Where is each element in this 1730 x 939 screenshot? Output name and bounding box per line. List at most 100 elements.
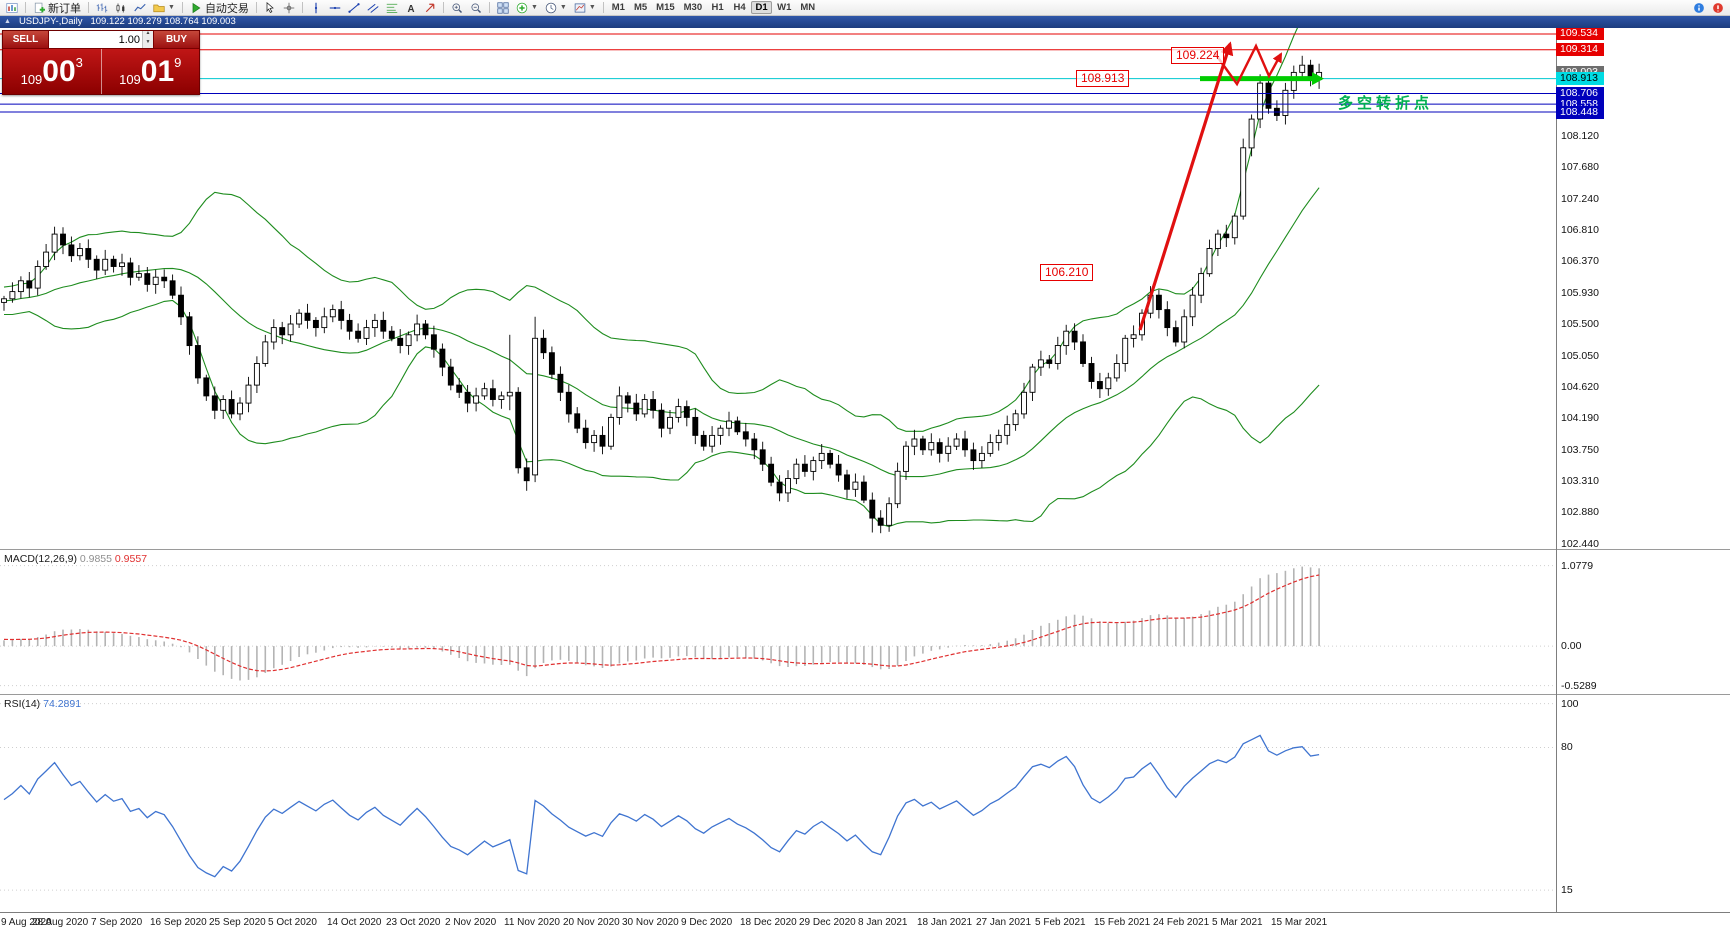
autotrading-button[interactable]: 自动交易 — [187, 1, 252, 15]
price-level-label: 108.448 — [1556, 106, 1604, 119]
price-annotation-106210[interactable]: 106.210 — [1040, 264, 1094, 281]
bar-chart-icon — [96, 2, 108, 14]
indicators-button[interactable]: ▼ — [513, 1, 541, 15]
turning-point-text[interactable]: 多空转折点 — [1338, 95, 1434, 112]
price-annotation-108913[interactable]: 108.913 — [1076, 70, 1130, 87]
price-tick-label: 108.120 — [1561, 130, 1599, 142]
chart-symbol-label: USDJPY-,Daily — [18, 16, 83, 27]
price-level-label: 109.314 — [1556, 43, 1604, 56]
timeframe-H1-button[interactable]: H1 — [711, 2, 724, 13]
candlestick-chart-icon — [115, 2, 127, 14]
app-chart-icon — [6, 2, 18, 14]
buy-price-button[interactable]: 109 01 9 — [102, 49, 200, 94]
sell-button[interactable]: SELL — [3, 31, 49, 48]
price-tick-label: 105.930 — [1561, 287, 1599, 299]
date-label: 20 Nov 2020 — [563, 917, 620, 928]
toolbar-separator — [25, 2, 26, 13]
periods-icon — [545, 2, 557, 14]
crosshair-icon — [283, 2, 295, 14]
sell-price-button[interactable]: 109 00 3 — [3, 49, 102, 94]
zoom-out-button[interactable] — [467, 1, 485, 15]
templates-icon — [574, 2, 586, 14]
volume-up-icon[interactable]: ▲ — [143, 31, 153, 40]
date-label: 24 Feb 2021 — [1153, 917, 1210, 928]
toolbar-separator — [442, 2, 444, 13]
price-level-label: 108.913 — [1556, 72, 1604, 85]
autotrading-label: 自动交易 — [204, 2, 249, 15]
app-chart-button[interactable] — [3, 1, 21, 15]
toolbar-separator — [255, 2, 257, 13]
timeframe-H4-button[interactable]: H4 — [733, 2, 746, 13]
chart-title-bar[interactable]: ▲ USDJPY-,Daily 109.122 109.279 108.764 … — [0, 16, 1730, 28]
date-label: 23 Oct 2020 — [386, 917, 441, 928]
zoom-in-button[interactable] — [448, 1, 466, 15]
timeframe-M30-button[interactable]: M30 — [683, 2, 703, 13]
community-button[interactable] — [1690, 1, 1708, 15]
toolbar-separator — [602, 2, 604, 13]
new-order-button[interactable]: 新订单 — [30, 1, 84, 15]
price-axis[interactable]: 108.120 107.680 107.240 106.810 106.370 105.9… — [1556, 0, 1730, 939]
bar-chart-button[interactable] — [93, 1, 111, 15]
timeframe-M1-button[interactable]: M1 — [611, 2, 625, 13]
price-tick-label: 104.190 — [1561, 412, 1599, 424]
candlestick-series — [1, 55, 1323, 534]
date-label: 18 Dec 2020 — [740, 917, 797, 928]
timeframe-M5-button[interactable]: M5 — [633, 2, 648, 13]
cursor-button[interactable] — [261, 1, 279, 15]
vertical-line-button[interactable] — [307, 1, 325, 15]
toolbar-separator — [488, 2, 490, 13]
time-axis[interactable]: 9 Aug 2020 28 Aug 2020 7 Sep 2020 16 Sep 20… — [0, 912, 1730, 939]
templates-button[interactable]: ▼ — [571, 1, 599, 15]
timeframe-M15-button[interactable]: M15 — [656, 2, 675, 13]
level-lines[interactable] — [0, 33, 1556, 113]
sell-price-big: 00 — [42, 54, 76, 88]
macd-panel-splitter[interactable] — [0, 549, 1730, 550]
buy-button[interactable]: BUY — [153, 31, 199, 48]
volume-down-icon[interactable]: ▼ — [143, 39, 153, 48]
main-toolbar: 新订单 ▼ 自动交易 ▼ ▼ ▼ M1 M5 M15 M30 H1 H4 D1 W1 MN — [0, 0, 1730, 16]
price-tick-label: 102.880 — [1561, 506, 1599, 518]
price-annotation-109224[interactable]: 109.224 — [1171, 47, 1225, 64]
date-label: 9 Dec 2020 — [681, 917, 733, 928]
tile-windows-icon — [497, 2, 509, 14]
text-label-icon — [405, 2, 417, 14]
volume-stepper[interactable]: ▲ ▼ — [142, 31, 153, 48]
arrow-object-button[interactable] — [421, 1, 439, 15]
new-order-icon — [33, 2, 45, 14]
date-label: 28 Aug 2020 — [32, 917, 89, 928]
tile-windows-button[interactable] — [494, 1, 512, 15]
zoom-in-icon — [451, 2, 463, 14]
line-chart-button[interactable] — [131, 1, 149, 15]
collapse-arrow-icon: ▲ — [4, 18, 11, 25]
date-label: 14 Oct 2020 — [327, 917, 382, 928]
macd-label: MACD(12,26,9) 0.9855 0.9557 — [4, 553, 148, 565]
buy-price-big: 01 — [140, 54, 175, 88]
timeframe-MN-button[interactable]: MN — [800, 2, 816, 13]
price-tick-label: 103.750 — [1561, 444, 1599, 456]
fibonacci-button[interactable] — [383, 1, 401, 15]
rsi-axis-label: 100 — [1561, 698, 1579, 710]
volume-input[interactable] — [49, 31, 142, 48]
profiles-button[interactable]: ▼ — [150, 1, 178, 15]
date-label: 8 Jan 2021 — [858, 917, 908, 928]
vertical-line-icon — [310, 2, 322, 14]
alerts-button[interactable] — [1709, 1, 1727, 15]
indicators-icon — [516, 2, 528, 14]
timeframe-D1-button[interactable]: D1 — [751, 1, 773, 14]
price-tick-label: 104.620 — [1561, 381, 1599, 393]
community-icon — [1693, 2, 1705, 14]
candlestick-chart-button[interactable] — [112, 1, 130, 15]
rsi-panel-splitter[interactable] — [0, 694, 1730, 695]
trendline-button[interactable] — [345, 1, 363, 15]
horizontal-line-button[interactable] — [326, 1, 344, 15]
trend-arrows[interactable] — [1138, 41, 1283, 331]
text-label-button[interactable] — [402, 1, 420, 15]
crosshair-button[interactable] — [280, 1, 298, 15]
periods-button[interactable]: ▼ — [542, 1, 570, 15]
macd-indicator — [0, 565, 1556, 687]
date-label: 2 Nov 2020 — [445, 917, 497, 928]
timeframe-W1-button[interactable]: W1 — [777, 2, 792, 13]
buy-price-whole: 109 — [119, 72, 141, 87]
equidistant-channel-button[interactable] — [364, 1, 382, 15]
